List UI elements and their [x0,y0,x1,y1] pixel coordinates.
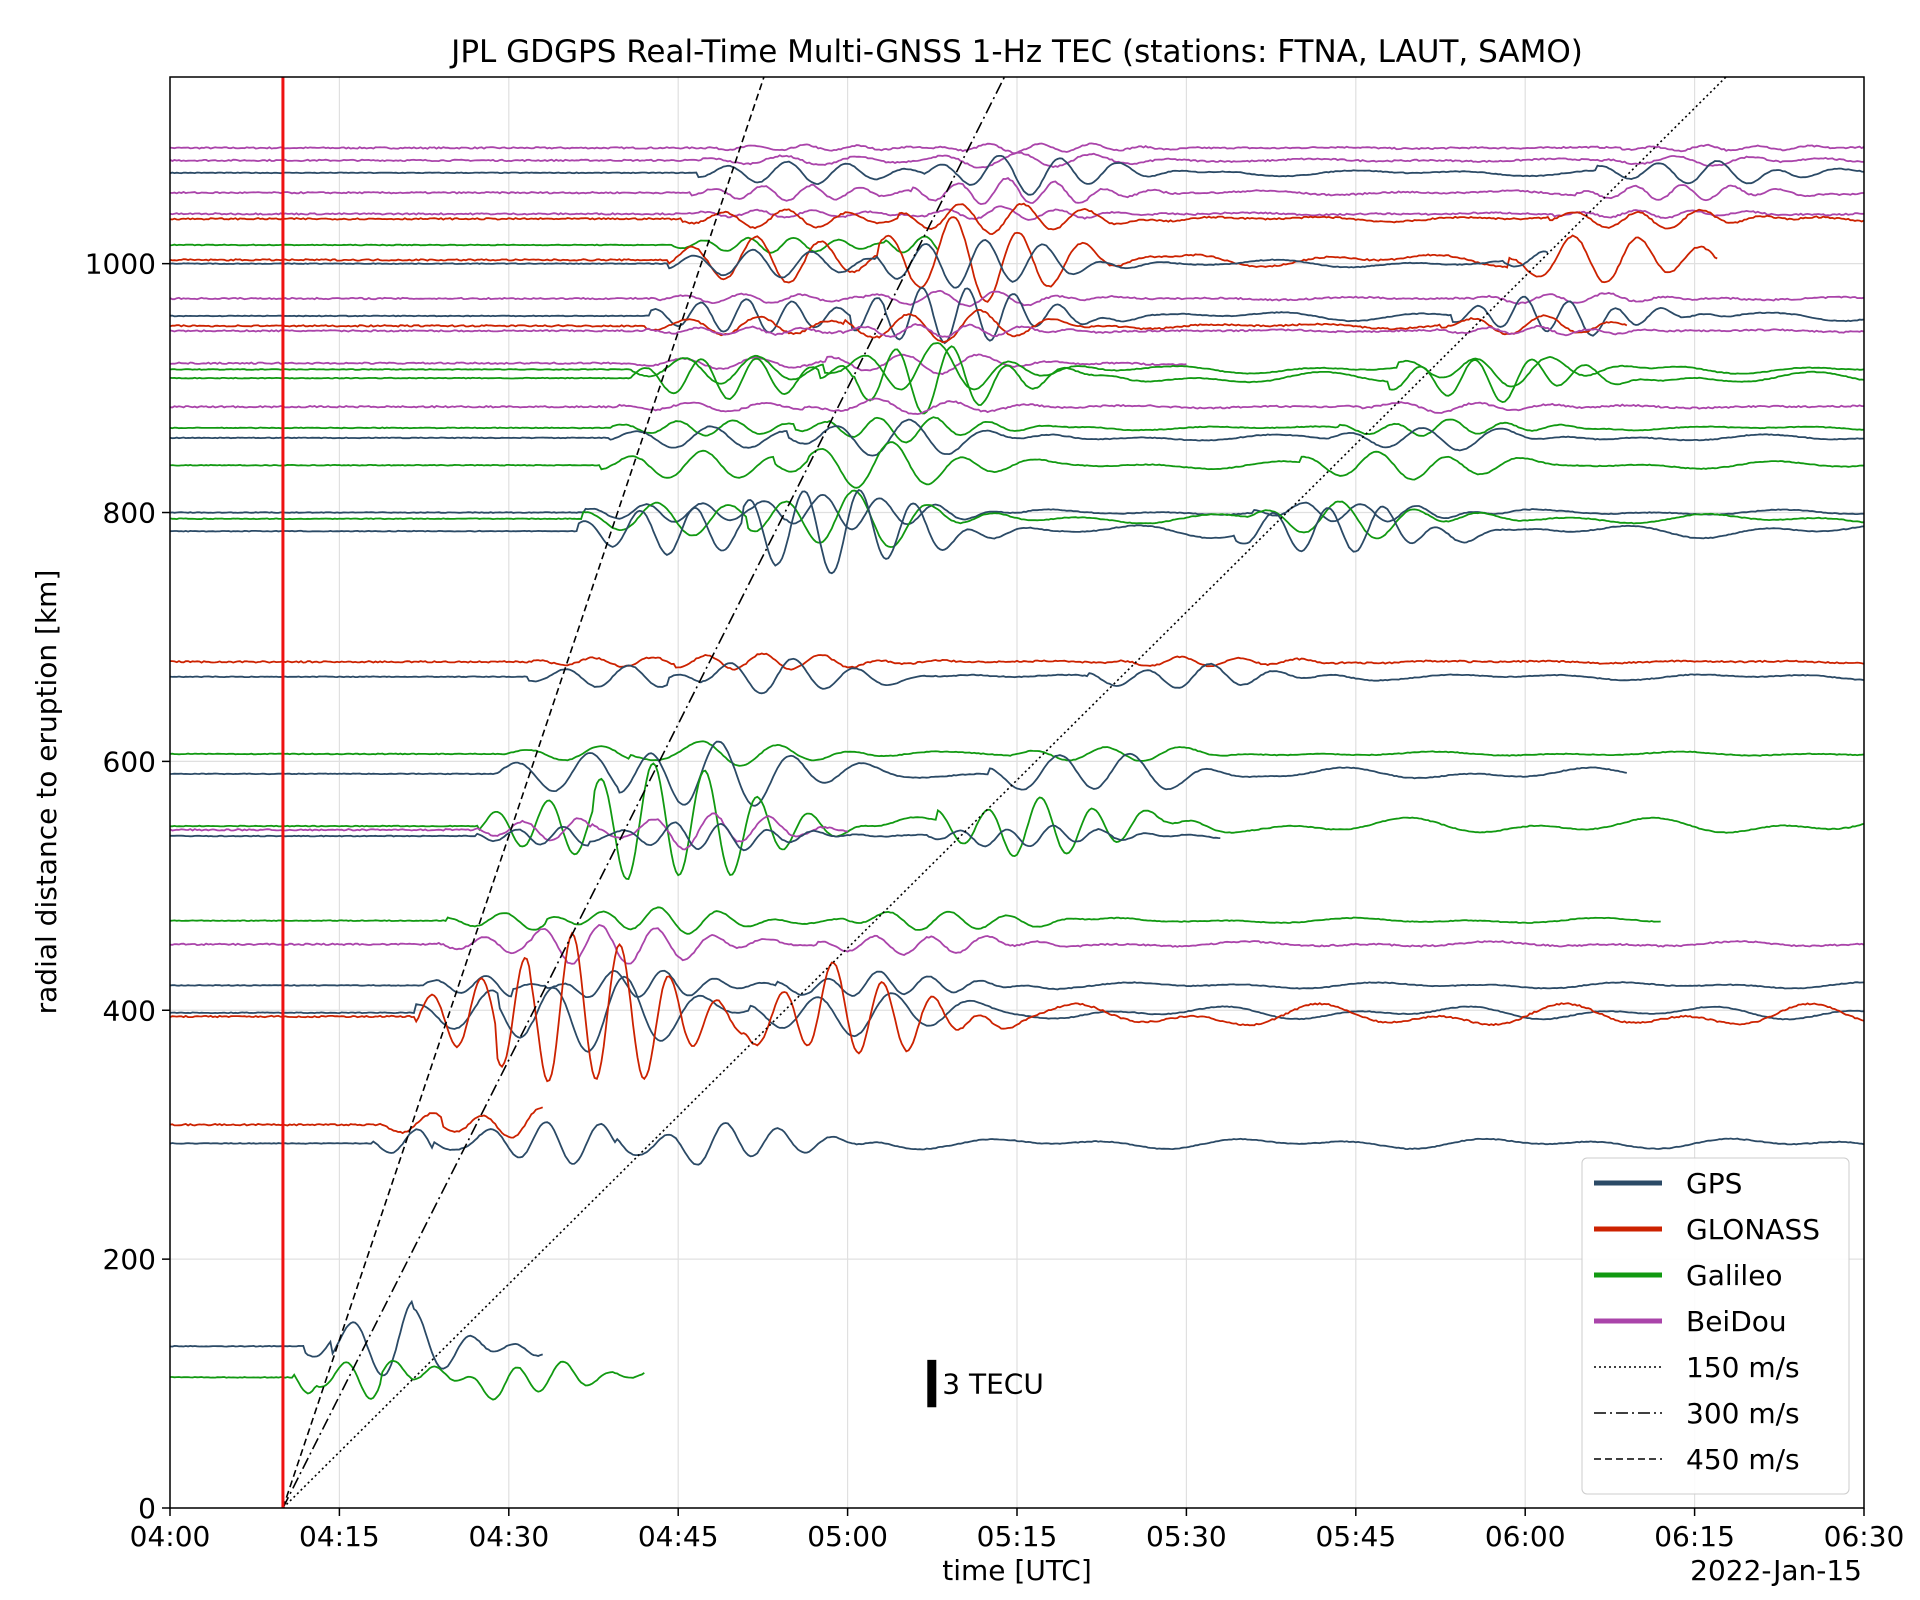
y-axis-label: radial distance to eruption [km] [30,570,63,1015]
trace-beidou [169,289,1865,308]
trace-gps [169,286,1865,345]
legend-label: GPS [1686,1167,1742,1200]
x-tick-label: 06:00 [1485,1520,1566,1553]
trace-gps [169,740,1627,807]
trace-gps [169,657,1865,695]
traces [169,142,1865,1401]
y-tick-label: 800 [103,497,156,530]
speed-line-450 [282,76,765,1509]
chart-title: JPL GDGPS Real-Time Multi-GNSS 1-Hz TEC … [449,34,1583,70]
legend-label: 300 m/s [1686,1397,1800,1430]
trace-galileo [169,489,1864,548]
trace-galileo [169,342,1865,391]
scale-bar: 3 TECU [927,1359,1044,1408]
legend-label: GLONASS [1686,1213,1820,1246]
trace-gps [169,1121,1865,1166]
trace-galileo [169,345,1865,415]
date-label: 2022-Jan-15 [1690,1554,1862,1587]
trace-galileo [169,441,1865,489]
trace-gps [169,239,1549,289]
y-ticks: 0 200 400 600 800 1000 [85,248,170,1525]
trace-glonass [169,1106,544,1139]
x-tick-label: 04:15 [299,1520,380,1553]
trace-beidou [169,177,1864,206]
trace-glonass [169,202,1865,236]
scale-bar-mark [927,1359,937,1408]
y-tick-label: 1000 [85,248,156,281]
speed-line-300 [282,76,1006,1509]
trace-gps [169,488,1865,575]
x-tick-label: 05:15 [977,1520,1058,1553]
x-tick-label: 04:00 [130,1520,211,1553]
x-tick-label: 04:45 [638,1520,719,1553]
trace-gps [169,975,1865,1053]
legend-label: 150 m/s [1686,1351,1800,1384]
trace-galileo [169,235,939,254]
trace-galileo [169,906,1661,935]
trace-beidou [169,397,1864,416]
y-tick-label: 0 [138,1492,156,1525]
speed-line-150 [282,76,1727,1509]
trace-beidou [169,151,1865,169]
trace-gps [169,155,1865,196]
x-tick-label: 06:15 [1654,1520,1735,1553]
x-ticks: 04:00 04:15 04:30 04:45 05:00 05:15 05:30 05:45… [130,1508,1905,1553]
trace-gps [169,418,1864,457]
trace-galileo [170,1360,645,1401]
x-tick-label: 05:00 [807,1520,888,1553]
speed-lines [282,76,1727,1509]
trace-galileo [169,740,1865,767]
trace-beidou [169,205,1864,221]
trace-beidou [169,323,1865,338]
scale-bar-label: 3 TECU [942,1368,1044,1401]
trace-glonass [169,931,1865,1083]
trace-galileo [169,416,1865,444]
trace-gps [170,821,1221,852]
legend-label: 450 m/s [1686,1443,1800,1476]
x-tick-label: 06:30 [1824,1520,1905,1553]
trace-glonass [170,652,1865,671]
y-tick-label: 200 [103,1243,156,1276]
y-tick-label: 600 [103,745,156,778]
x-tick-label: 05:45 [1315,1520,1396,1553]
trace-galileo [170,762,1865,880]
trace-beidou [169,924,1865,965]
trace-glonass [169,308,1628,344]
y-tick-label: 400 [103,994,156,1027]
x-axis-label: time [UTC] [942,1554,1092,1587]
legend: GPS GLONASS Galileo BeiDou 150 m/s 300 m/s 450… [1581,1157,1850,1495]
x-tick-label: 05:30 [1146,1520,1227,1553]
trace-glonass [169,216,1718,303]
legend-box [1581,1157,1850,1495]
trace-gps [169,493,1865,531]
legend-label: Galileo [1686,1259,1783,1292]
x-tick-label: 04:30 [468,1520,549,1553]
legend-label: BeiDou [1686,1305,1787,1338]
trace-gps [169,969,1865,998]
trace-gps [169,1299,543,1377]
